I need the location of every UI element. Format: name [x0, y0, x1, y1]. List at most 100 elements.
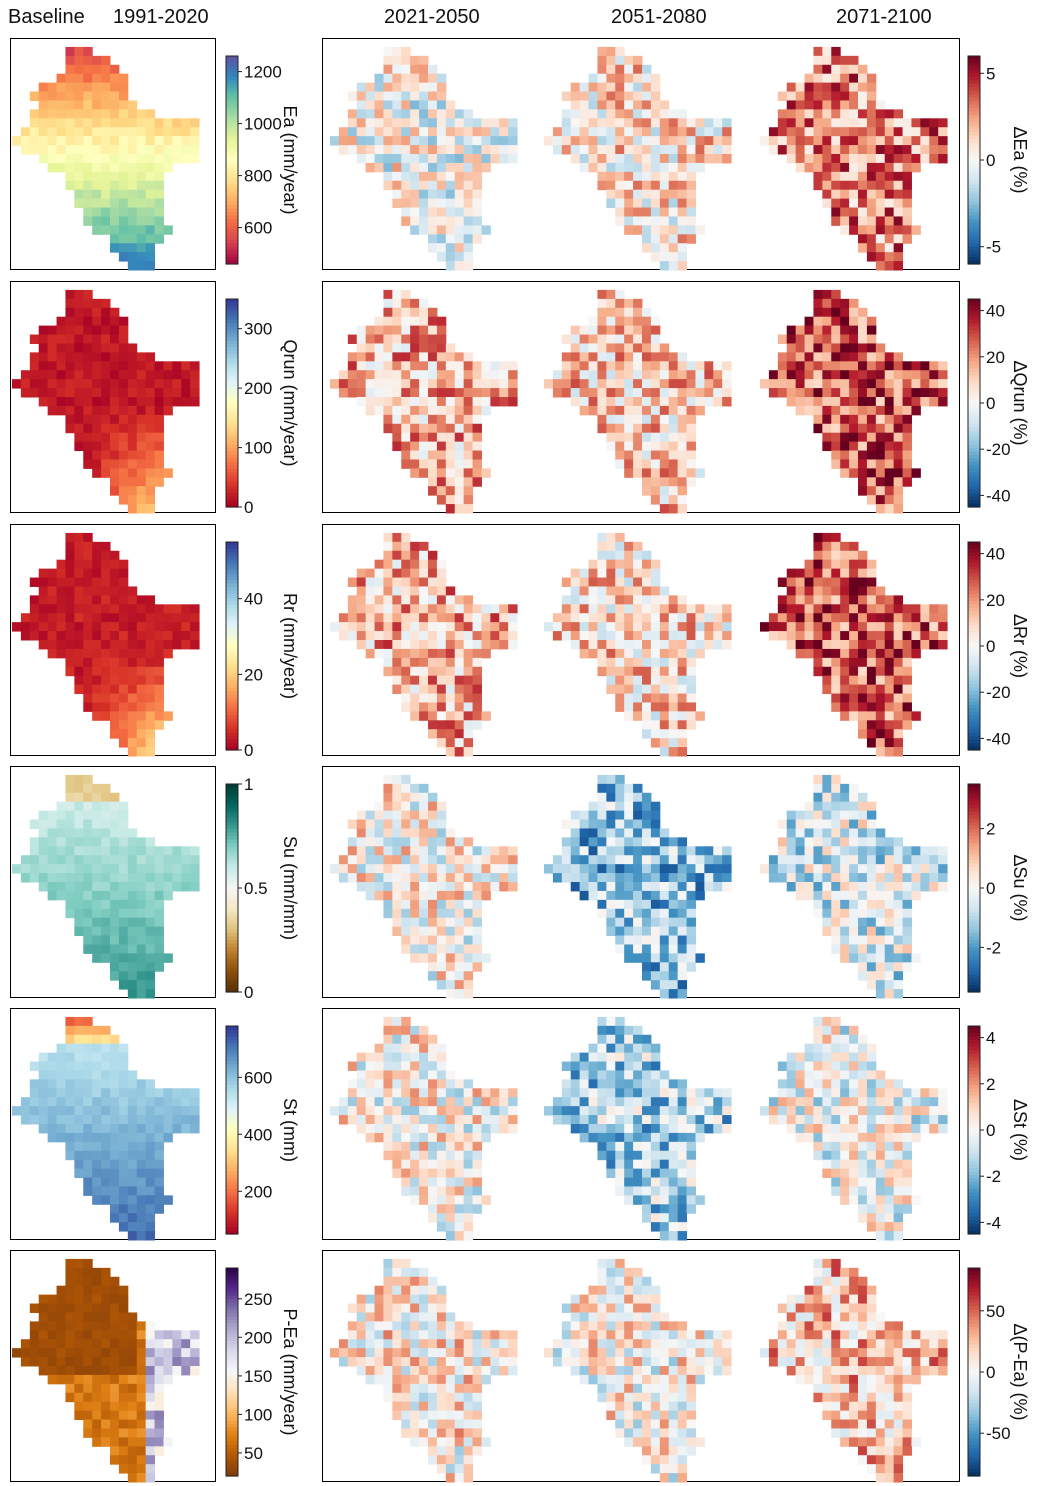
grid-cell	[375, 361, 384, 370]
grid-cell	[155, 433, 164, 442]
grid-cell	[163, 225, 172, 234]
colorbar-step	[226, 163, 238, 167]
grid-cell	[74, 335, 83, 344]
colorbar-step	[968, 794, 980, 798]
grid-cell	[633, 317, 642, 326]
grid-cell	[805, 379, 814, 388]
grid-cell	[894, 980, 903, 989]
grid-cell	[101, 1035, 110, 1044]
grid-cell	[840, 542, 849, 551]
grid-cell	[410, 595, 419, 604]
grid-cell	[929, 846, 938, 855]
grid-cell	[660, 658, 669, 667]
grid-cell	[57, 335, 66, 344]
grid-cell	[392, 118, 401, 127]
grid-cell	[606, 685, 615, 694]
grid-cell	[190, 864, 199, 873]
grid-cell	[831, 533, 840, 542]
grid-cell	[48, 83, 57, 92]
colorbar-step	[968, 233, 980, 237]
grid-cell	[155, 667, 164, 676]
grid-cell	[101, 136, 110, 145]
colorbar-step	[226, 895, 238, 899]
colorbar-step	[968, 712, 980, 716]
grid-cell	[867, 154, 876, 163]
grid-cell	[660, 261, 669, 270]
grid-cell	[410, 891, 419, 900]
grid-cell	[455, 261, 464, 270]
grid-cell	[163, 154, 172, 163]
grid-cell	[119, 92, 128, 101]
grid-cell	[633, 918, 642, 927]
grid-cell	[840, 190, 849, 199]
grid-cell	[840, 299, 849, 308]
grid-cell	[92, 154, 101, 163]
grid-cell	[822, 163, 831, 172]
grid-cell	[858, 118, 867, 127]
grid-cell	[633, 846, 642, 855]
grid-cell	[822, 631, 831, 640]
grid-cell	[633, 397, 642, 406]
grid-cell	[437, 649, 446, 658]
colorbar-step	[226, 448, 238, 452]
grid-cell	[137, 720, 146, 729]
grid-cell	[651, 397, 660, 406]
colorbar-step	[226, 677, 238, 681]
grid-cell	[455, 729, 464, 738]
colorbar-tick-label: 2	[986, 820, 995, 839]
grid-cell	[383, 290, 392, 299]
colorbar-step	[226, 688, 238, 692]
grid-cell	[499, 136, 508, 145]
grid-cell	[119, 864, 128, 873]
grid-cell	[473, 667, 482, 676]
grid-cell	[831, 118, 840, 127]
grid-cell	[606, 533, 615, 542]
grid-cell	[642, 163, 651, 172]
grid-cell	[885, 397, 894, 406]
grid-cell	[30, 352, 39, 361]
grid-cell	[137, 433, 146, 442]
grid-cell	[155, 909, 164, 918]
colorbar-step	[968, 833, 980, 837]
grid-cell	[401, 379, 410, 388]
grid-cell	[57, 379, 66, 388]
colorbar-step	[968, 701, 980, 705]
colorbar-step	[968, 222, 980, 226]
colorbar-step	[968, 424, 980, 428]
grid-cell	[822, 326, 831, 335]
grid-cell	[580, 100, 589, 109]
grid-cell	[885, 685, 894, 694]
grid-cell	[437, 828, 446, 837]
grid-cell	[624, 216, 633, 225]
grid-cell	[419, 882, 428, 891]
grid-cell	[490, 145, 499, 154]
grid-cell	[615, 640, 624, 649]
grid-cell	[606, 784, 615, 793]
grid-cell	[642, 433, 651, 442]
grid-cell	[401, 667, 410, 676]
grid-cell	[383, 343, 392, 352]
grid-cell	[92, 370, 101, 379]
grid-cell	[357, 846, 366, 855]
grid-cell	[778, 127, 787, 136]
grid-cell	[867, 74, 876, 83]
grid-cell	[74, 676, 83, 685]
grid-cell	[597, 578, 606, 587]
grid-cell	[83, 172, 92, 181]
grid-cell	[137, 1097, 146, 1106]
grid-cell	[473, 694, 482, 703]
grid-cell	[615, 388, 624, 397]
grid-cell	[876, 370, 885, 379]
colorbar-step	[968, 698, 980, 702]
grid-cell	[410, 542, 419, 551]
grid-cell	[499, 846, 508, 855]
grid-cell	[155, 711, 164, 720]
grid-cell	[894, 127, 903, 136]
grid-cell	[92, 793, 101, 802]
grid-cell	[101, 685, 110, 694]
grid-cell	[455, 694, 464, 703]
grid-cell	[92, 199, 101, 208]
grid-cell	[840, 326, 849, 335]
grid-cell	[822, 433, 831, 442]
